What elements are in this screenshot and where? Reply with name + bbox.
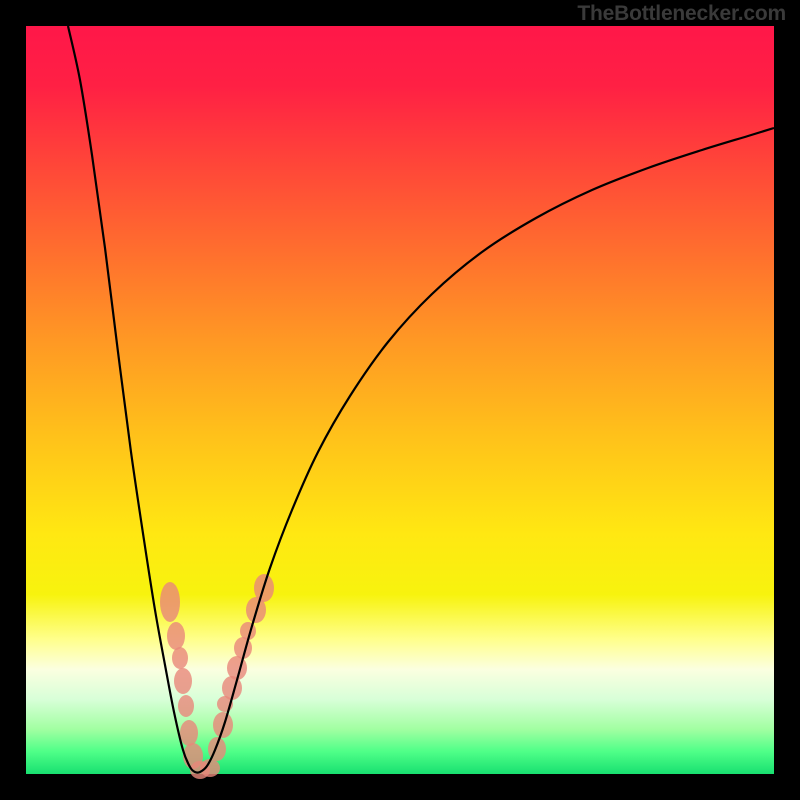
bead-marker — [178, 695, 194, 717]
bead-marker — [160, 582, 180, 622]
bead-marker — [174, 668, 192, 694]
chart-svg — [0, 0, 800, 800]
bead-marker — [180, 720, 198, 746]
bead-marker — [172, 647, 188, 669]
bead-marker — [167, 622, 185, 650]
watermark-text: TheBottlenecker.com — [577, 2, 786, 26]
plot-area — [26, 26, 774, 774]
chart-canvas: TheBottlenecker.com — [0, 0, 800, 800]
